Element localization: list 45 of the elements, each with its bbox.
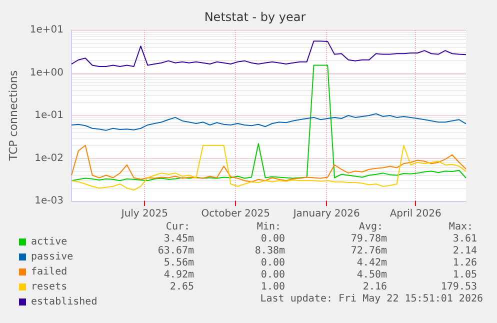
y-tick-label: 1e+00	[30, 67, 64, 78]
line-series	[71, 64, 466, 182]
text: 2.16	[362, 282, 388, 292]
legend-label: resets	[31, 282, 68, 292]
y-tick-label: 1e-01	[34, 110, 64, 121]
text: Avg:	[358, 222, 384, 232]
text: 79.78m	[350, 234, 387, 244]
text: 3.45m	[164, 234, 194, 244]
text: 4.42m	[356, 258, 388, 268]
y-axis-title: TCP connections	[7, 70, 20, 162]
y-tick-label: 1e-02	[34, 152, 64, 164]
text: 1.05	[452, 270, 478, 280]
text: Cur:	[166, 222, 190, 232]
legend-label: active	[31, 236, 68, 248]
text: Min:	[256, 222, 282, 232]
legend-label: failed	[31, 266, 68, 278]
text: 3.61	[452, 234, 478, 244]
text: 179.53	[440, 282, 477, 292]
text: 2.65	[170, 282, 194, 292]
x-tick-label: April 2026	[390, 208, 442, 220]
text: 1.00	[260, 282, 286, 292]
x-tick-label: October 2025	[201, 208, 270, 220]
text: Max:	[448, 222, 474, 232]
text: 63.67m	[158, 246, 194, 256]
x-tick-label: July 2025	[120, 208, 168, 220]
text: 4.92m	[164, 270, 194, 280]
text: 0.00	[260, 234, 286, 244]
line-series	[71, 144, 466, 191]
text: 72.76m	[350, 246, 387, 256]
text: 1.26	[452, 258, 478, 268]
text: Last update: Fri May 22 15:51:01 2026	[260, 294, 484, 304]
text: 0.00	[260, 270, 286, 280]
legend-label: passive	[31, 252, 74, 262]
x-tick-label: January 2026	[292, 208, 360, 220]
text: 8.38m	[254, 246, 286, 256]
y-tick-label: 1e+01	[30, 24, 64, 36]
text: 5.56m	[164, 258, 194, 268]
text: 0.00	[260, 258, 286, 268]
text: 4.50m	[356, 270, 388, 280]
line-series	[71, 144, 466, 182]
legend-label: established	[31, 296, 98, 308]
line-series	[71, 113, 466, 131]
chart-title: Netstat - by year	[204, 10, 306, 24]
text: 2.14	[452, 246, 478, 256]
y-tick-label: 1e-03	[34, 196, 64, 206]
